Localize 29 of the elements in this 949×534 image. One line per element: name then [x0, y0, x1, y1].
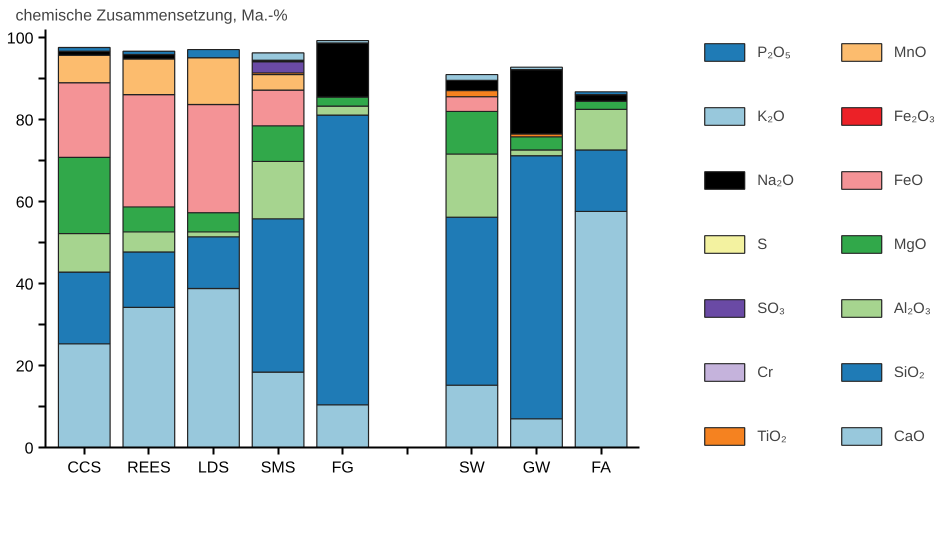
- legend-label: SiO₂: [894, 364, 925, 380]
- x-tick-label: CCS: [67, 460, 102, 476]
- legend-label: TiO₂: [757, 428, 787, 444]
- legend-label: MgO: [894, 236, 926, 252]
- x-tick-label: SMS: [260, 460, 296, 476]
- y-axis-title: chemische Zusammensetzung, Ma.-%: [16, 8, 288, 24]
- x-tick-label: GW: [522, 460, 552, 476]
- legend-label: S: [757, 236, 768, 252]
- legend-label: FeO: [894, 172, 924, 188]
- legend-label: MnO: [894, 44, 926, 60]
- y-tick-label: 20: [16, 358, 34, 376]
- legend-label: SO₃: [757, 300, 785, 316]
- x-tick-label: LDS: [198, 460, 230, 476]
- x-tick-label: SW: [459, 460, 486, 476]
- legend-label: Cr: [757, 364, 774, 380]
- y-tick-label: 80: [16, 112, 34, 130]
- legend-label: Fe₂O₃: [894, 108, 935, 124]
- y-tick-label: 40: [16, 276, 34, 294]
- legend-label: Al₂O₃: [894, 300, 931, 316]
- legend-label: K₂O: [757, 108, 785, 124]
- y-tick-label: 100: [6, 30, 34, 48]
- y-tick-label: 60: [16, 194, 34, 212]
- x-tick-label: FA: [591, 460, 612, 476]
- x-tick-label: REES: [127, 460, 171, 476]
- legend-label: CaO: [894, 428, 925, 444]
- legend-label: P₂O₅: [757, 44, 791, 60]
- y-tick-label: 0: [24, 440, 34, 458]
- legend-label: Na₂O: [757, 172, 794, 188]
- x-tick-label: FG: [332, 460, 354, 476]
